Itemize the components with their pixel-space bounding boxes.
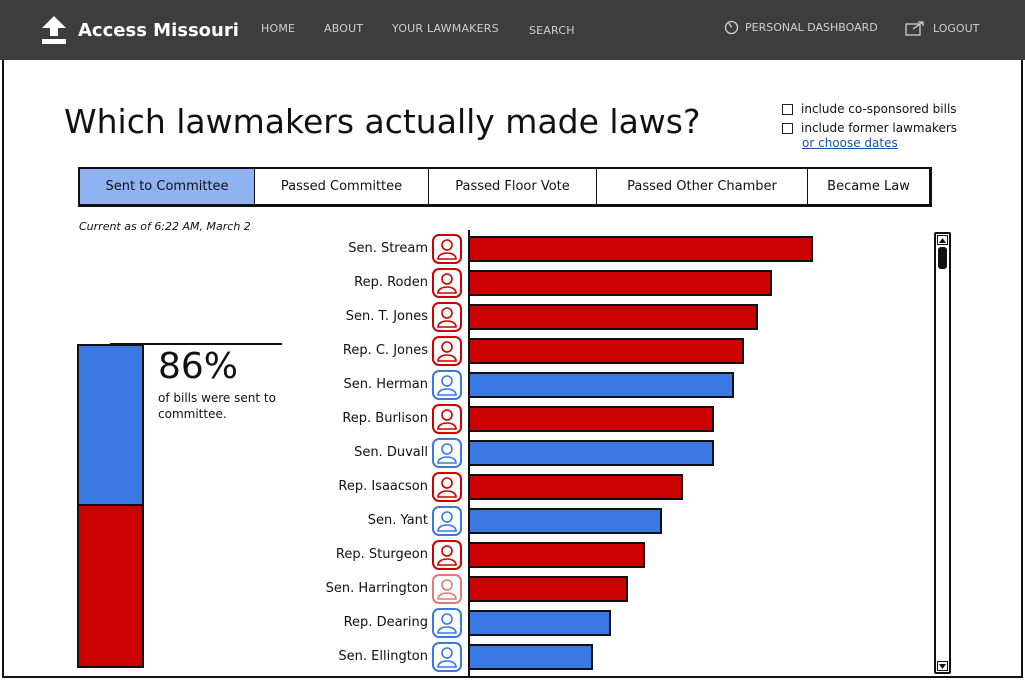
nav-personal-dashboard[interactable]: PERSONAL DASHBOARD <box>724 20 878 35</box>
party-share-republican <box>79 506 142 666</box>
row-label-sen-t-jones: Sen. T. Jones <box>345 309 428 324</box>
summary-description: of bills were sent to committee. <box>158 391 276 421</box>
row-label-sen-harrington: Sen. Harrington <box>325 581 428 596</box>
bar-rep-roden[interactable] <box>470 270 772 296</box>
include-cosponsored-label: include co-sponsored bills <box>801 102 957 116</box>
bar-sen-stream[interactable] <box>470 236 813 262</box>
lawmaker-avatar-icon[interactable] <box>432 642 462 672</box>
triangle-up-icon <box>939 237 946 243</box>
include-former-label: include former lawmakers <box>801 121 958 135</box>
include-cosponsored-option[interactable]: include co-sponsored bills <box>782 102 957 116</box>
lawmaker-bar-chart: Sen. Stream Rep. Roden Sen. T. Jones Rep. C… <box>300 230 930 676</box>
row-label-rep-dearing: Rep. Dearing <box>343 615 428 630</box>
include-cosponsored-checkbox[interactable] <box>782 103 793 115</box>
row-label-rep-sturgeon: Rep. Sturgeon <box>335 547 428 562</box>
nav-logout-label: LOGOUT <box>933 21 980 35</box>
bar-sen-t-jones[interactable] <box>470 304 759 330</box>
dashboard-gauge-icon <box>724 20 739 35</box>
lawmaker-avatar-icon[interactable] <box>432 438 462 468</box>
bar-sen-harrington[interactable] <box>470 576 628 602</box>
lawmaker-avatar-icon[interactable] <box>432 574 462 604</box>
lawmaker-avatar-icon[interactable] <box>432 302 462 332</box>
choose-dates-link[interactable]: or choose dates <box>802 136 898 150</box>
row-label-sen-yant: Sen. Yant <box>367 513 428 528</box>
include-former-option[interactable]: include former lawmakers <box>782 121 957 135</box>
row-label-sen-duvall: Sen. Duvall <box>354 445 428 460</box>
nav-your-lawmakers[interactable]: YOUR LAWMAKERS <box>392 22 499 35</box>
bar-rep-c-jones[interactable] <box>470 338 745 364</box>
tab-passed-other-chamber[interactable]: Passed Other Chamber <box>597 169 808 204</box>
party-share-democrat <box>79 346 142 506</box>
include-former-checkbox[interactable] <box>782 122 793 134</box>
bar-rep-dearing[interactable] <box>470 610 611 636</box>
lawmaker-avatar-icon[interactable] <box>432 370 462 400</box>
bar-sen-duvall[interactable] <box>470 440 714 466</box>
bar-sen-yant[interactable] <box>470 508 663 534</box>
lawmaker-avatar-icon[interactable] <box>432 404 462 434</box>
page-frame <box>2 60 1023 678</box>
top-navbar: Access Missouri HOME ABOUT YOUR LAWMAKER… <box>0 0 1025 60</box>
last-updated-note: Current as of 6:22 AM, March 2 <box>79 220 251 233</box>
row-label-sen-herman: Sen. Herman <box>343 377 428 392</box>
lawmaker-avatar-icon[interactable] <box>432 234 462 264</box>
bar-sen-herman[interactable] <box>470 372 735 398</box>
row-label-sen-ellington: Sen. Ellington <box>338 649 428 664</box>
nav-search[interactable]: SEARCH <box>529 24 575 37</box>
brand-logo[interactable]: Access Missouri <box>40 14 239 46</box>
party-share-bar <box>77 344 144 668</box>
bar-rep-burlison[interactable] <box>470 406 714 432</box>
row-label-rep-roden: Rep. Roden <box>354 275 428 290</box>
chart-scrollbar[interactable] <box>934 232 951 674</box>
bar-rep-sturgeon[interactable] <box>470 542 645 568</box>
lawmaker-avatar-icon[interactable] <box>432 540 462 570</box>
row-label-sen-stream: Sen. Stream <box>348 241 428 256</box>
tab-became-law[interactable]: Became Law <box>808 169 929 204</box>
nav-about[interactable]: ABOUT <box>324 22 364 35</box>
tab-passed-committee[interactable]: Passed Committee <box>255 169 429 204</box>
page-title: Which lawmakers actually made laws? <box>64 102 701 141</box>
lawmaker-avatar-icon[interactable] <box>432 268 462 298</box>
stage-tabs: Sent to Committee Passed Committee Passe… <box>78 167 932 207</box>
logout-icon <box>905 21 924 36</box>
lawmaker-avatar-icon[interactable] <box>432 506 462 536</box>
summary-percent: 86% <box>158 346 239 387</box>
upload-arrow-icon <box>42 16 66 44</box>
scroll-down-button[interactable] <box>937 661 948 671</box>
bar-rep-isaacson[interactable] <box>470 474 683 500</box>
bar-sen-ellington[interactable] <box>470 644 594 670</box>
tab-passed-floor-vote[interactable]: Passed Floor Vote <box>429 169 597 204</box>
scroll-thumb[interactable] <box>938 247 947 269</box>
nav-logout[interactable]: LOGOUT <box>905 20 979 36</box>
brand-name: Access Missouri <box>78 19 239 41</box>
triangle-down-icon <box>939 663 946 669</box>
summary-divider <box>110 343 282 345</box>
scroll-up-button[interactable] <box>937 235 948 245</box>
row-label-rep-c-jones: Rep. C. Jones <box>342 343 428 358</box>
nav-home[interactable]: HOME <box>261 22 296 35</box>
tab-sent-to-committee[interactable]: Sent to Committee <box>80 169 255 204</box>
lawmaker-avatar-icon[interactable] <box>432 336 462 366</box>
row-label-rep-burlison: Rep. Burlison <box>342 411 428 426</box>
lawmaker-avatar-icon[interactable] <box>432 472 462 502</box>
lawmaker-avatar-icon[interactable] <box>432 608 462 638</box>
row-label-rep-isaacson: Rep. Isaacson <box>338 479 428 494</box>
chart-axis-line <box>468 230 470 676</box>
nav-dashboard-label: PERSONAL DASHBOARD <box>745 21 878 34</box>
